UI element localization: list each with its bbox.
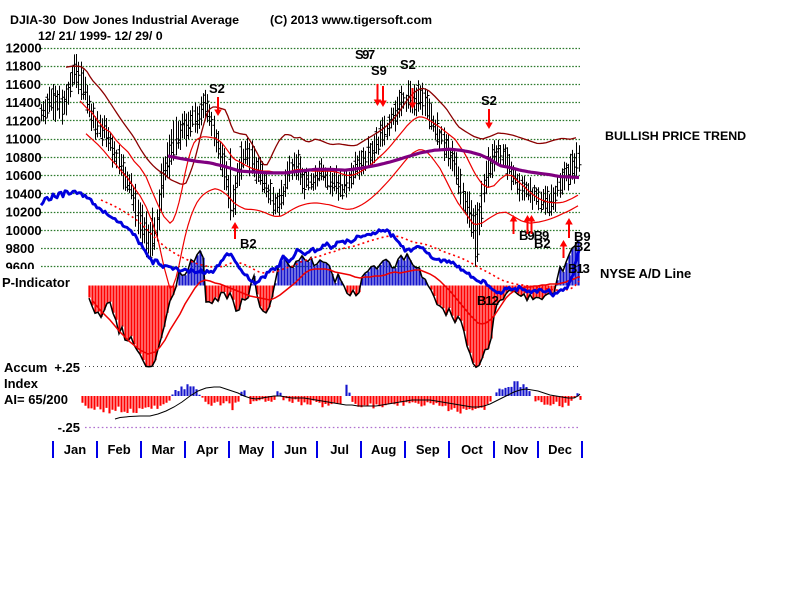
- svg-text:Apr: Apr: [196, 442, 218, 457]
- svg-text:May: May: [239, 442, 265, 457]
- svg-text:11600: 11600: [6, 77, 41, 92]
- svg-text:BULLISH PRICE TREND: BULLISH PRICE TREND: [605, 129, 746, 143]
- svg-text:Dec: Dec: [548, 442, 572, 457]
- svg-text:S2: S2: [400, 57, 416, 72]
- svg-text:12000: 12000: [6, 41, 42, 56]
- svg-text:Index: Index: [4, 376, 39, 391]
- svg-text:S9: S9: [371, 63, 387, 78]
- svg-text:S2: S2: [481, 93, 497, 108]
- svg-text:+.25: +.25: [54, 360, 80, 375]
- svg-text:B12: B12: [477, 293, 499, 308]
- svg-text:12/ 21/ 1999- 12/ 29/ 0: 12/ 21/ 1999- 12/ 29/ 0: [38, 29, 163, 43]
- svg-text:11200: 11200: [6, 114, 41, 129]
- svg-text:B2: B2: [534, 236, 551, 251]
- svg-text:9800: 9800: [6, 241, 35, 256]
- svg-text:DJIA-30 Dow Jones Industrial: DJIA-30 Dow Jones Industrial Average: [10, 13, 239, 27]
- svg-text:(C) 2013 www.tigersoft.com: (C) 2013 www.tigersoft.com: [270, 13, 432, 27]
- svg-text:10200: 10200: [6, 205, 42, 220]
- svg-text:S97: S97: [355, 47, 375, 62]
- svg-text:B13: B13: [568, 261, 590, 276]
- svg-text:Sep: Sep: [416, 442, 440, 457]
- svg-text:S2: S2: [209, 81, 225, 96]
- svg-text:11400: 11400: [6, 95, 41, 110]
- svg-text:Accum: Accum: [4, 360, 47, 375]
- svg-text:10800: 10800: [6, 150, 42, 165]
- svg-text:B9: B9: [574, 229, 591, 244]
- svg-text:P-Indicator: P-Indicator: [2, 275, 70, 290]
- svg-text:Jan: Jan: [64, 442, 86, 457]
- svg-text:Feb: Feb: [108, 442, 131, 457]
- svg-text:11000: 11000: [6, 132, 41, 147]
- svg-text:B2: B2: [574, 239, 591, 254]
- svg-text:NYSE A/D Line: NYSE A/D Line: [600, 266, 691, 281]
- svg-text:Mar: Mar: [152, 442, 175, 457]
- svg-text:Oct: Oct: [461, 442, 483, 457]
- svg-text:Nov: Nov: [504, 442, 529, 457]
- svg-text:AI= 65/200: AI= 65/200: [4, 392, 68, 407]
- svg-text:10400: 10400: [6, 186, 42, 201]
- svg-text:B2: B2: [240, 236, 257, 251]
- svg-text:Aug: Aug: [371, 442, 396, 457]
- svg-text:10600: 10600: [6, 168, 42, 183]
- svg-text:Jul: Jul: [330, 442, 349, 457]
- svg-text:10000: 10000: [6, 223, 42, 238]
- svg-text:-.25: -.25: [58, 420, 80, 435]
- svg-text:Jun: Jun: [284, 442, 307, 457]
- svg-text:11800: 11800: [6, 59, 41, 74]
